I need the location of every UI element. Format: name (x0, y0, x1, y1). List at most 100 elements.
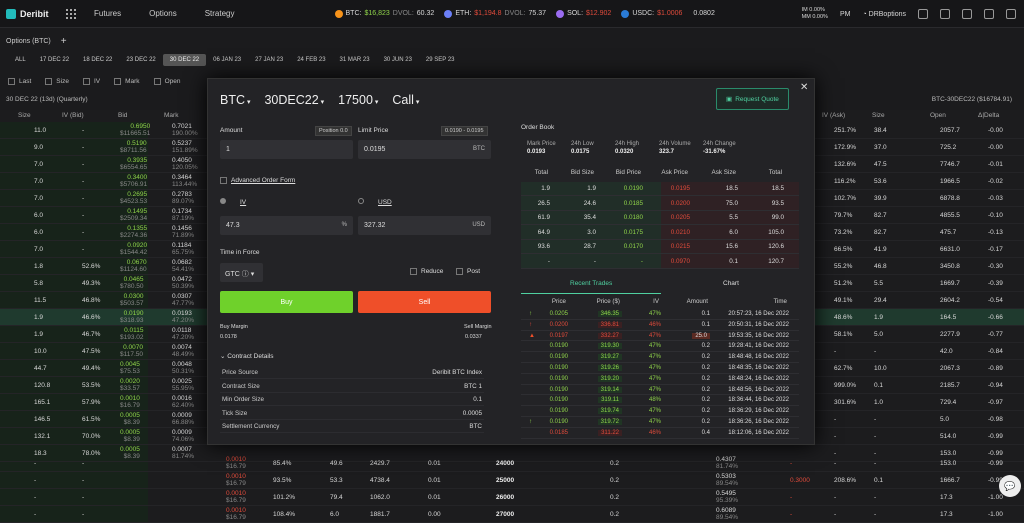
usd-radio[interactable]: USD (358, 198, 392, 206)
globe-icon[interactable] (1006, 9, 1016, 19)
expiry-select[interactable]: 30DEC22 (264, 93, 324, 107)
ob-row[interactable]: 26.5 24.6 0.0185 0.0200 75.0 93.5 (521, 197, 799, 211)
contract-details-toggle[interactable]: ⌄ Contract Details (220, 352, 274, 360)
ob-col-header[interactable]: Ask Price (661, 169, 688, 176)
iv-radio[interactable]: IV (220, 198, 246, 206)
cell-strike[interactable]: 25000 (496, 477, 515, 484)
trade-row[interactable]: 0.0190 319.20 47% 0.2 18:48:24, 16 Dec 2022 (521, 374, 799, 385)
trade-row[interactable]: ▲ 0.0197 332.27 47% 25.0 19:53:35, 16 Dec 20… (521, 331, 799, 342)
col-iv-ask[interactable]: IV (Ask) (822, 112, 846, 119)
usd-input[interactable]: 327.32 USD (358, 216, 491, 235)
date-29sep23[interactable]: 29 SEP 23 (425, 57, 455, 63)
filter-mark[interactable]: Mark (114, 78, 140, 86)
col-delta[interactable]: Δ|Delta (978, 112, 1000, 119)
close-icon[interactable]: ✕ (800, 82, 809, 93)
trade-row[interactable]: 0.0190 319.26 47% 0.2 18:48:35, 16 Dec 2022 (521, 363, 799, 374)
trade-row[interactable]: 0.0190 319.14 47% 0.2 18:48:56, 16 Dec 2022 (521, 385, 799, 396)
tif-select[interactable]: GTC ⓘ ▾ (220, 263, 263, 282)
trade-row[interactable]: 0.0190 319.30 47% 0.2 19:28:41, 16 Dec 2022 (521, 341, 799, 353)
date-31mar23[interactable]: 31 MAR 23 (339, 57, 370, 63)
ob-row[interactable]: 1.9 1.9 0.0190 0.0195 18.5 18.5 (521, 182, 799, 196)
post-toggle[interactable]: Post (456, 268, 480, 275)
nav-options[interactable]: Options (149, 9, 177, 18)
tab-recent-trades[interactable]: Recent Trades (570, 280, 613, 287)
sell-button[interactable]: Sell (358, 291, 491, 313)
table-row[interactable]: - - 0.0010 $16.79 108.4% 6.0 1881.7 0.00 27000 0.… (0, 506, 1024, 523)
bell-icon[interactable] (962, 9, 972, 19)
trade-row[interactable]: ↑ 0.0190 319.72 47% 0.2 18:36:26, 16 Dec 202… (521, 417, 799, 428)
document-icon[interactable] (940, 9, 950, 19)
tr-col-header[interactable]: Price ($) (596, 298, 620, 305)
trade-row[interactable]: 0.0185 311.22 46% 0.4 18:12:06, 16 Dec 2022 (521, 428, 799, 439)
help-icon[interactable] (984, 9, 994, 19)
trade-row[interactable]: 0.0190 319.27 47% 0.2 18:48:48, 16 Dec 2022 (521, 352, 799, 363)
ob-col-header[interactable]: Bid Size (570, 169, 594, 176)
ob-col-header[interactable]: Total (768, 169, 782, 176)
col-size[interactable]: Size (18, 112, 31, 119)
cell-strike[interactable]: 26000 (496, 494, 515, 501)
date-24feb23[interactable]: 24 FEB 23 (297, 57, 326, 63)
col-bid[interactable]: Bid (118, 112, 128, 119)
brand[interactable]: Deribit (6, 8, 66, 19)
gear-icon[interactable] (918, 9, 928, 19)
limit-price-input[interactable]: 0.0195 BTC (358, 140, 491, 159)
cell-strike[interactable]: 27000 (496, 511, 515, 518)
ob-col-header[interactable]: Ask Size (711, 169, 737, 176)
amount-input[interactable]: 1 (220, 140, 353, 159)
iv-input[interactable]: 47.3% (220, 216, 353, 235)
asset-select[interactable]: BTC (220, 93, 250, 107)
date-18dec22[interactable]: 18 DEC 22 (83, 57, 113, 63)
request-quote-button[interactable]: ▣ Request Quote (716, 88, 789, 110)
table-row[interactable]: - - 0.0010 $16.79 101.2% 79.4 1062.0 0.01 26000 0… (0, 489, 1024, 506)
apps-grid-icon[interactable] (66, 8, 76, 19)
nav-strategy[interactable]: Strategy (204, 9, 235, 18)
ticker-eth[interactable]: ETH: $1,194.8 DVOL: 75.37 (444, 9, 546, 18)
tr-col-header[interactable]: Amount (686, 298, 708, 305)
account-menu[interactable]: ◔ DRBoptions (862, 11, 906, 18)
advanced-order-toggle[interactable]: Advanced Order Form (220, 177, 295, 184)
trade-row[interactable]: 0.0190 319.74 47% 0.2 18:36:29, 16 Dec 2022 (521, 406, 799, 417)
tr-col-header[interactable]: Time (773, 298, 787, 305)
tab-chart[interactable]: Chart (723, 280, 739, 287)
cell-strike[interactable]: 24000 (496, 460, 515, 467)
trade-row[interactable]: ↑ 0.0205 346.35 47% 0.1 20:57:23, 16 Dec 202… (521, 309, 799, 320)
col-iv-bid[interactable]: IV (Bid) (62, 112, 84, 119)
tr-col-header[interactable]: IV (653, 298, 659, 305)
filter-iv[interactable]: IV (82, 78, 100, 86)
type-select[interactable]: Call (392, 93, 419, 107)
col-size-right[interactable]: Size (872, 112, 885, 119)
chat-icon[interactable]: 💬 (999, 475, 1021, 497)
date-30dec22[interactable]: 30 DEC 22 (162, 54, 207, 66)
filter-last[interactable]: Last (8, 78, 31, 86)
date-30jun23[interactable]: 30 JUN 23 (383, 57, 412, 63)
trade-row[interactable]: 0.0190 319.11 48% 0.2 18:36:44, 16 Dec 2022 (521, 395, 799, 407)
strike-select[interactable]: 17500 (338, 93, 378, 107)
buy-button[interactable]: Buy (220, 291, 353, 313)
ob-row[interactable]: 64.9 3.0 0.0175 0.0210 6.0 105.0 (521, 226, 799, 240)
date-all[interactable]: ALL (15, 57, 26, 63)
add-tab-button[interactable]: + (60, 35, 67, 47)
reduce-toggle[interactable]: Reduce (410, 268, 443, 275)
ticker-usdc[interactable]: USDC: $1.0006 0.0802 (621, 9, 715, 18)
filter-open[interactable]: Open (153, 78, 180, 86)
date-06jan23[interactable]: 06 JAN 23 (213, 57, 242, 63)
nav-futures[interactable]: Futures (94, 9, 122, 18)
date-23dec22[interactable]: 23 DEC 22 (126, 57, 156, 63)
table-row[interactable]: 18.3 78.0% 0.0005 $8.39 0.0007 81.74% - - 153.0 -… (0, 445, 1024, 462)
ticker-sol[interactable]: SOL: $12.902 (556, 9, 611, 18)
col-mark[interactable]: Mark (164, 112, 179, 119)
date-17dec22[interactable]: 17 DEC 22 (39, 57, 70, 63)
filter-size[interactable]: Size (45, 78, 69, 86)
ob-row[interactable]: - - - 0.0970 0.1 120.7 (521, 255, 799, 269)
ticker-btc[interactable]: BTC: $16,823 DVOL: 60.32 (334, 9, 434, 18)
table-row[interactable]: - - 0.0010 $16.79 85.4% 49.6 2429.7 0.01 24000 0.… (0, 455, 1024, 472)
ob-col-header[interactable]: Bid Price (615, 169, 641, 176)
tr-col-header[interactable]: Price (551, 298, 566, 305)
table-row[interactable]: - - 0.0010 $16.79 93.5% 53.3 4738.4 0.01 25000 0.… (0, 472, 1024, 489)
ob-row[interactable]: 61.9 35.4 0.0180 0.0205 5.5 99.0 (521, 211, 799, 225)
ob-row[interactable]: 93.6 28.7 0.0170 0.0215 15.6 120.6 (521, 240, 799, 254)
date-27jan23[interactable]: 27 JAN 23 (255, 57, 284, 63)
trade-row[interactable]: ↑ 0.0200 336.81 46% 0.1 20:50:31, 16 Dec 202… (521, 320, 799, 331)
col-open[interactable]: Open (930, 112, 946, 119)
ob-col-header[interactable]: Total (534, 169, 548, 176)
